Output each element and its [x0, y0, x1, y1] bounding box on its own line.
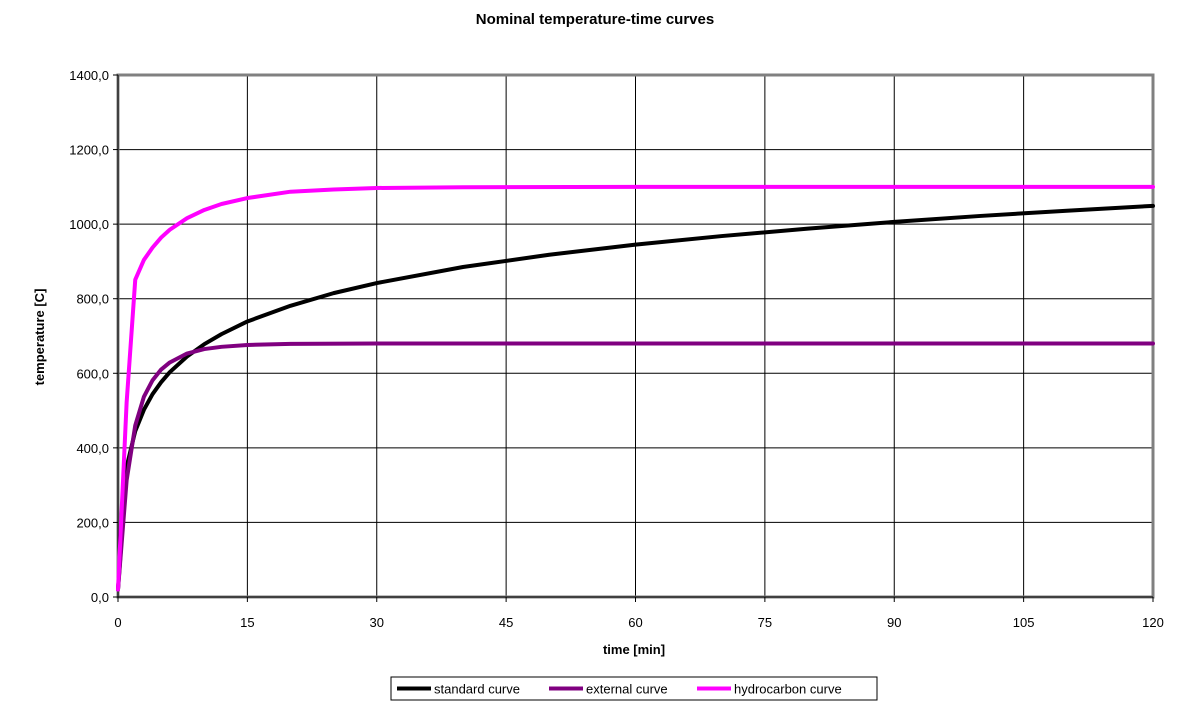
- series-line-standard-curve: [116, 203, 1155, 592]
- y-tick-label: 1000,0: [69, 217, 109, 232]
- legend-label-hydrocarbon-curve: hydrocarbon curve: [734, 682, 842, 697]
- y-tick-label: 0,0: [91, 590, 109, 605]
- x-tick-label: 45: [499, 615, 513, 630]
- y-tick-label: 1200,0: [69, 143, 109, 158]
- x-tick-label: 120: [1142, 615, 1164, 630]
- x-tick-label: 0: [114, 615, 121, 630]
- chart-title: Nominal temperature-time curves: [476, 11, 714, 28]
- legend-label-standard-curve: standard curve: [434, 682, 520, 697]
- y-axis-label: temperature [C]: [32, 289, 47, 386]
- series-line-external-curve: [116, 341, 1155, 592]
- y-tick-label: 200,0: [76, 515, 109, 530]
- x-tick-label: 15: [240, 615, 254, 630]
- y-tick-label: 400,0: [76, 441, 109, 456]
- x-tick-label: 60: [628, 615, 642, 630]
- y-tick-label: 800,0: [76, 292, 109, 307]
- legend-label-external-curve: external curve: [586, 682, 668, 697]
- x-tick-label: 105: [1013, 615, 1035, 630]
- y-tick-label: 1400,0: [69, 68, 109, 83]
- legend-box: [390, 676, 878, 701]
- x-axis-label: time [min]: [603, 642, 665, 657]
- y-tick-label: 600,0: [76, 366, 109, 381]
- plot-area: 0,0 200,0 400,0 600,0 800,0 1000,0 1200,0 1400,…: [69, 68, 1164, 630]
- x-tick-label: 75: [758, 615, 772, 630]
- x-tick-label: 30: [370, 615, 384, 630]
- series-line-hydrocarbon-curve: [116, 184, 1155, 592]
- x-tick-label: 90: [887, 615, 901, 630]
- legend: standard curve external curve hydrocarbon …: [390, 676, 878, 701]
